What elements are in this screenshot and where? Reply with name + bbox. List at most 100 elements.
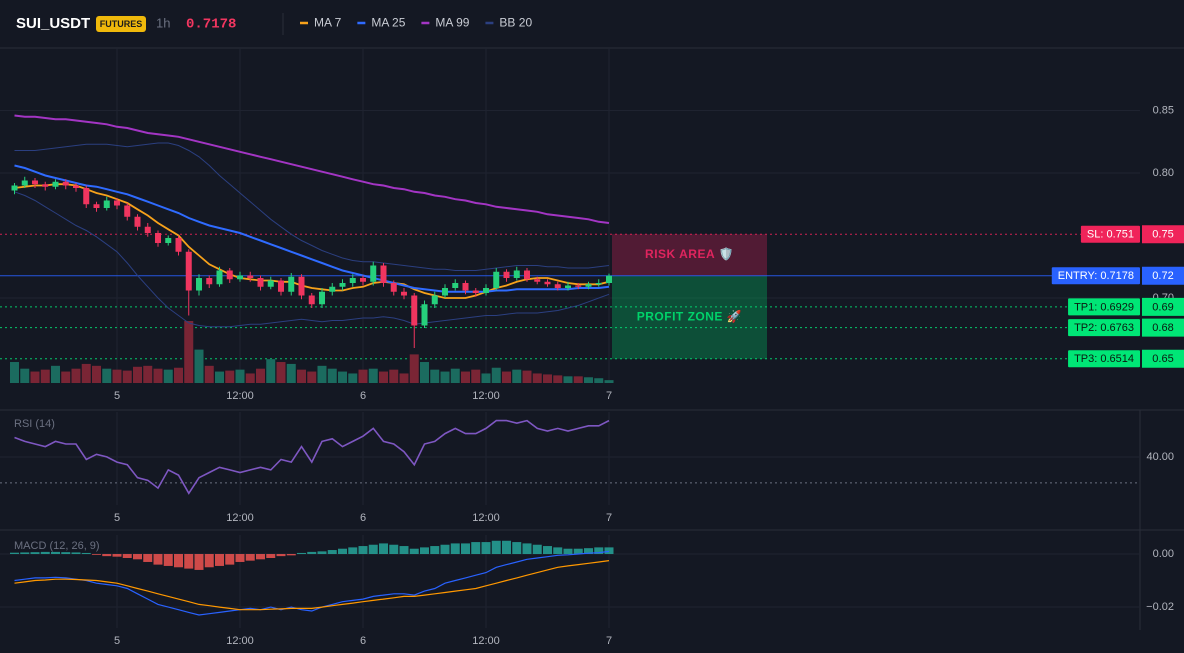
macd-line xyxy=(14,550,610,616)
volume-bar xyxy=(266,359,276,383)
volume-bar xyxy=(594,378,604,383)
histogram-bar xyxy=(20,552,30,555)
candle-body xyxy=(237,275,243,280)
candle-body xyxy=(431,295,438,305)
candle-body xyxy=(462,283,469,291)
histogram-bar xyxy=(604,547,614,555)
moving-average xyxy=(14,114,610,224)
histogram-bar xyxy=(430,546,440,555)
candle-body xyxy=(595,283,602,285)
volume-bar xyxy=(502,371,511,383)
candle-body xyxy=(144,226,151,233)
volume-bar xyxy=(184,321,194,383)
badge: FUTURES xyxy=(100,19,143,29)
volume-bar xyxy=(450,368,460,383)
histogram-bar xyxy=(563,548,573,555)
candle-body xyxy=(483,288,489,293)
candle-body xyxy=(11,185,18,191)
candle-body xyxy=(257,278,264,287)
axis-price-label: 0.75 xyxy=(1152,229,1173,241)
pane-title: RSI (14) xyxy=(14,418,55,430)
volume-bar xyxy=(20,368,30,383)
volume-bar xyxy=(245,373,255,383)
candle-body xyxy=(165,238,172,243)
candle-body xyxy=(565,285,571,288)
histogram-bar xyxy=(553,547,563,555)
candle-body xyxy=(524,270,530,280)
legend: MA 7 MA 25 MA 99 BB 20 xyxy=(300,16,532,30)
level-tag-bg xyxy=(1080,225,1140,243)
legend-label: MA 7 xyxy=(314,16,342,30)
x-tick-label: 5 xyxy=(114,635,120,647)
candle-body xyxy=(103,200,110,208)
bollinger-lower xyxy=(14,191,610,328)
y-tick-label: 0.00 xyxy=(1153,548,1174,560)
axis-price-label: 0.69 xyxy=(1152,301,1173,313)
candle-body xyxy=(32,180,38,185)
x-tick-label: 7 xyxy=(606,635,612,647)
volume-bar xyxy=(604,380,614,383)
volume-bar xyxy=(358,369,368,383)
histogram-bar xyxy=(30,552,40,555)
axis-price-label: 0.68 xyxy=(1152,322,1173,334)
candle-body xyxy=(134,216,141,227)
histogram-bar xyxy=(174,554,183,568)
volume-bar xyxy=(338,371,347,383)
candle-body xyxy=(319,291,325,305)
level-tag: ENTRY: 0.7178 xyxy=(1058,270,1134,282)
axis-price-bg xyxy=(1142,297,1184,316)
candle-body xyxy=(421,304,428,326)
histogram-bar xyxy=(440,544,450,555)
histogram-bar xyxy=(461,543,470,555)
histogram-bar xyxy=(450,543,460,555)
volume-bar xyxy=(51,365,60,383)
volume-bar xyxy=(286,363,296,383)
level-tag: SL: 0.751 xyxy=(1087,229,1134,241)
histogram-bar xyxy=(163,554,173,566)
candle-body xyxy=(442,288,448,296)
histogram-bar xyxy=(256,554,265,560)
volume-bar xyxy=(348,373,358,383)
histogram-bar xyxy=(368,544,378,555)
candle-body xyxy=(308,295,315,305)
pane-title: MACD (12, 26, 9) xyxy=(14,540,100,552)
volume-bar xyxy=(163,369,173,383)
volume-bar xyxy=(368,368,378,383)
zone-label: RISK AREA 🛡️ xyxy=(645,247,734,261)
volume-bar xyxy=(532,373,542,383)
histogram-bar xyxy=(471,542,481,555)
y-tick-label: 0.80 xyxy=(1153,167,1174,179)
histogram-bar xyxy=(10,552,19,555)
volume-bar xyxy=(471,369,481,383)
y-tick-label: 40.00 xyxy=(1146,451,1174,463)
volume-bar xyxy=(409,354,419,383)
histogram-bar xyxy=(491,540,501,555)
moving-average xyxy=(14,183,610,299)
volume-bar xyxy=(399,373,409,383)
badge-bg xyxy=(96,16,146,32)
candle-body xyxy=(124,205,131,217)
candle-body xyxy=(288,276,295,292)
histogram-bar xyxy=(481,542,491,555)
volume-bar xyxy=(389,369,399,383)
volume-bar xyxy=(461,371,470,383)
x-tick-label: 6 xyxy=(360,512,366,524)
level-tag-bg xyxy=(1068,319,1140,337)
candle-body xyxy=(329,286,336,292)
candle-body xyxy=(472,290,479,293)
histogram-bar xyxy=(266,554,276,558)
volume-bar xyxy=(440,371,450,383)
candle-body xyxy=(401,291,407,296)
histogram-bar xyxy=(594,547,604,555)
candle-body xyxy=(493,271,500,288)
x-tick-label: 6 xyxy=(360,635,366,647)
bollinger-upper xyxy=(14,142,610,271)
candle-body xyxy=(206,278,213,285)
axis-price-bg xyxy=(1142,318,1184,337)
histogram-bar xyxy=(51,551,60,555)
x-tick-label: 6 xyxy=(360,390,366,402)
histogram-bar xyxy=(573,548,583,555)
x-tick-label: 12:00 xyxy=(472,390,500,402)
histogram-bar xyxy=(81,552,91,555)
